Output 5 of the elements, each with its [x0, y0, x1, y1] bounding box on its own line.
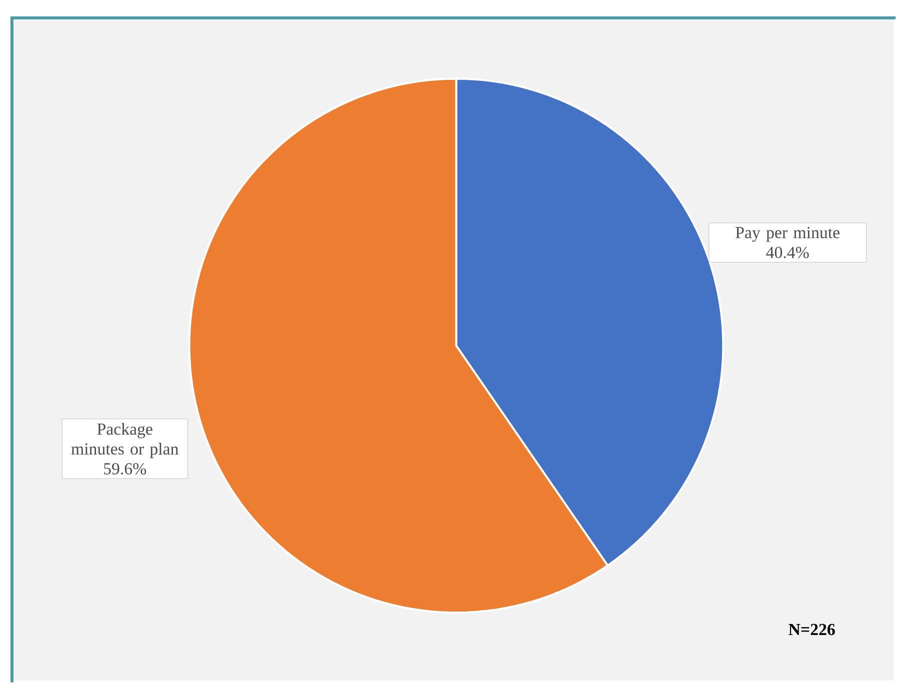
text: N=226: [788, 624, 835, 636]
slice-label: Package minutes or plan: [71, 422, 178, 458]
data-label: 40.4%: [766, 246, 809, 258]
data-label: 59.6%: [104, 463, 146, 475]
slice-label: Pay per minute: [736, 227, 840, 242]
